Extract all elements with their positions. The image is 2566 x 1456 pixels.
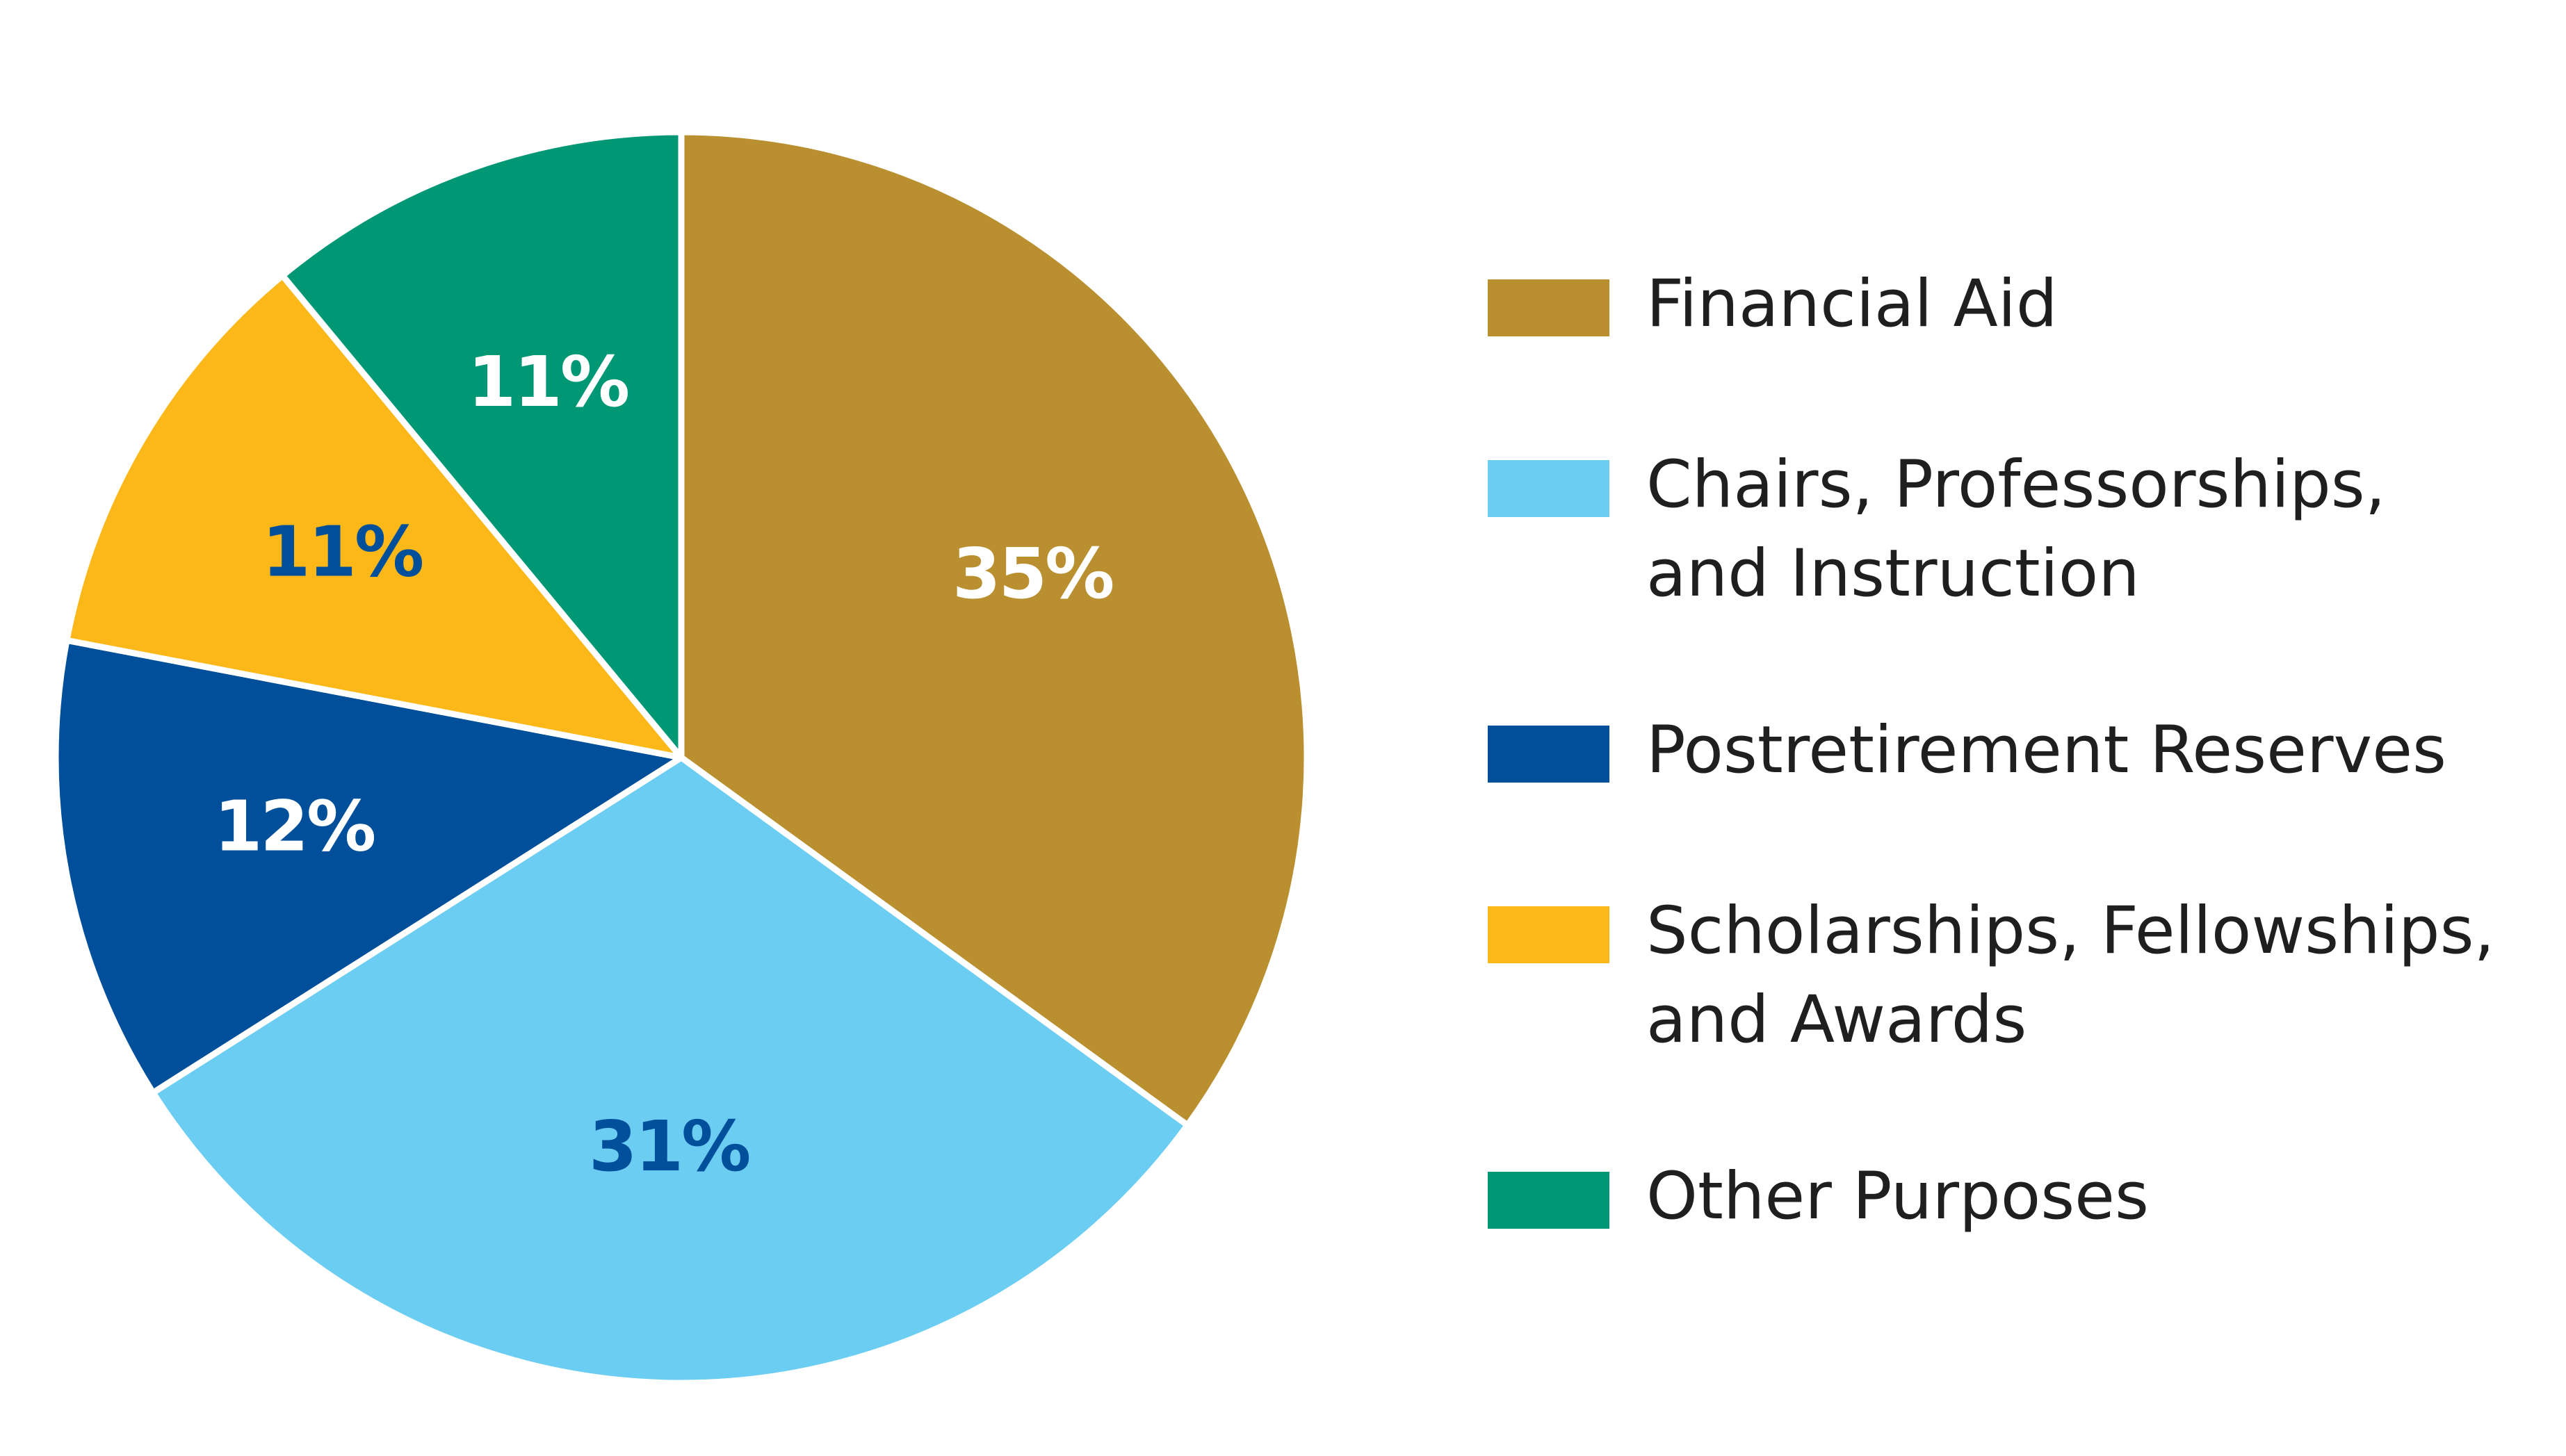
- legend-swatch: [1488, 1172, 1609, 1229]
- legend-swatch: [1488, 726, 1609, 783]
- legend-label: Other Purposes: [1646, 1159, 2149, 1234]
- legend-label: Financial Aid: [1646, 266, 2058, 342]
- legend-label: Scholarships, Fellowships,: [1646, 893, 2494, 969]
- pie-slice-labels: 35% 31% 12% 11% 11%: [214, 341, 1115, 1187]
- slice-label-postretirement-reserves: 12%: [214, 786, 375, 867]
- legend-item: Other Purposes: [1488, 1159, 2149, 1234]
- pie-slice-scholarships-fellowships-and-awards: [63, 272, 685, 761]
- legend-label: Chairs, Professorships,: [1646, 447, 2386, 523]
- legend-label: and Awards: [1646, 982, 2027, 1058]
- legend-swatch: [1488, 460, 1609, 517]
- pie-slice-postretirement-reserves: [52, 637, 685, 1096]
- legend-swatch: [1488, 279, 1609, 336]
- legend-item: Financial Aid: [1488, 266, 2058, 342]
- slice-label-other-purposes: 11%: [468, 341, 628, 423]
- pie-slice-other-purposes: [279, 129, 685, 761]
- slice-label-scholarships-fellowships-and-awards: 11%: [262, 512, 423, 593]
- legend-item: Postretirement Reserves: [1488, 712, 2446, 788]
- legend-item: Chairs, Professorships, and Instruction: [1488, 447, 2386, 612]
- legend-label: Postretirement Reserves: [1646, 712, 2446, 788]
- pie-slices: [52, 129, 1310, 1387]
- slice-label-financial-aid: 35%: [952, 533, 1113, 614]
- slice-label-chairs-professorships-and-instruction: 31%: [589, 1106, 749, 1187]
- pie-slice-financial-aid: [678, 129, 1310, 1129]
- legend: Financial Aid Chairs, Professorships, and …: [1488, 266, 2494, 1234]
- legend-swatch: [1488, 906, 1609, 963]
- pie-slice-chairs-professorships-and-instruction: [149, 754, 1191, 1387]
- legend-item: Scholarships, Fellowships, and Awards: [1488, 893, 2494, 1058]
- legend-label: and Instruction: [1646, 536, 2140, 612]
